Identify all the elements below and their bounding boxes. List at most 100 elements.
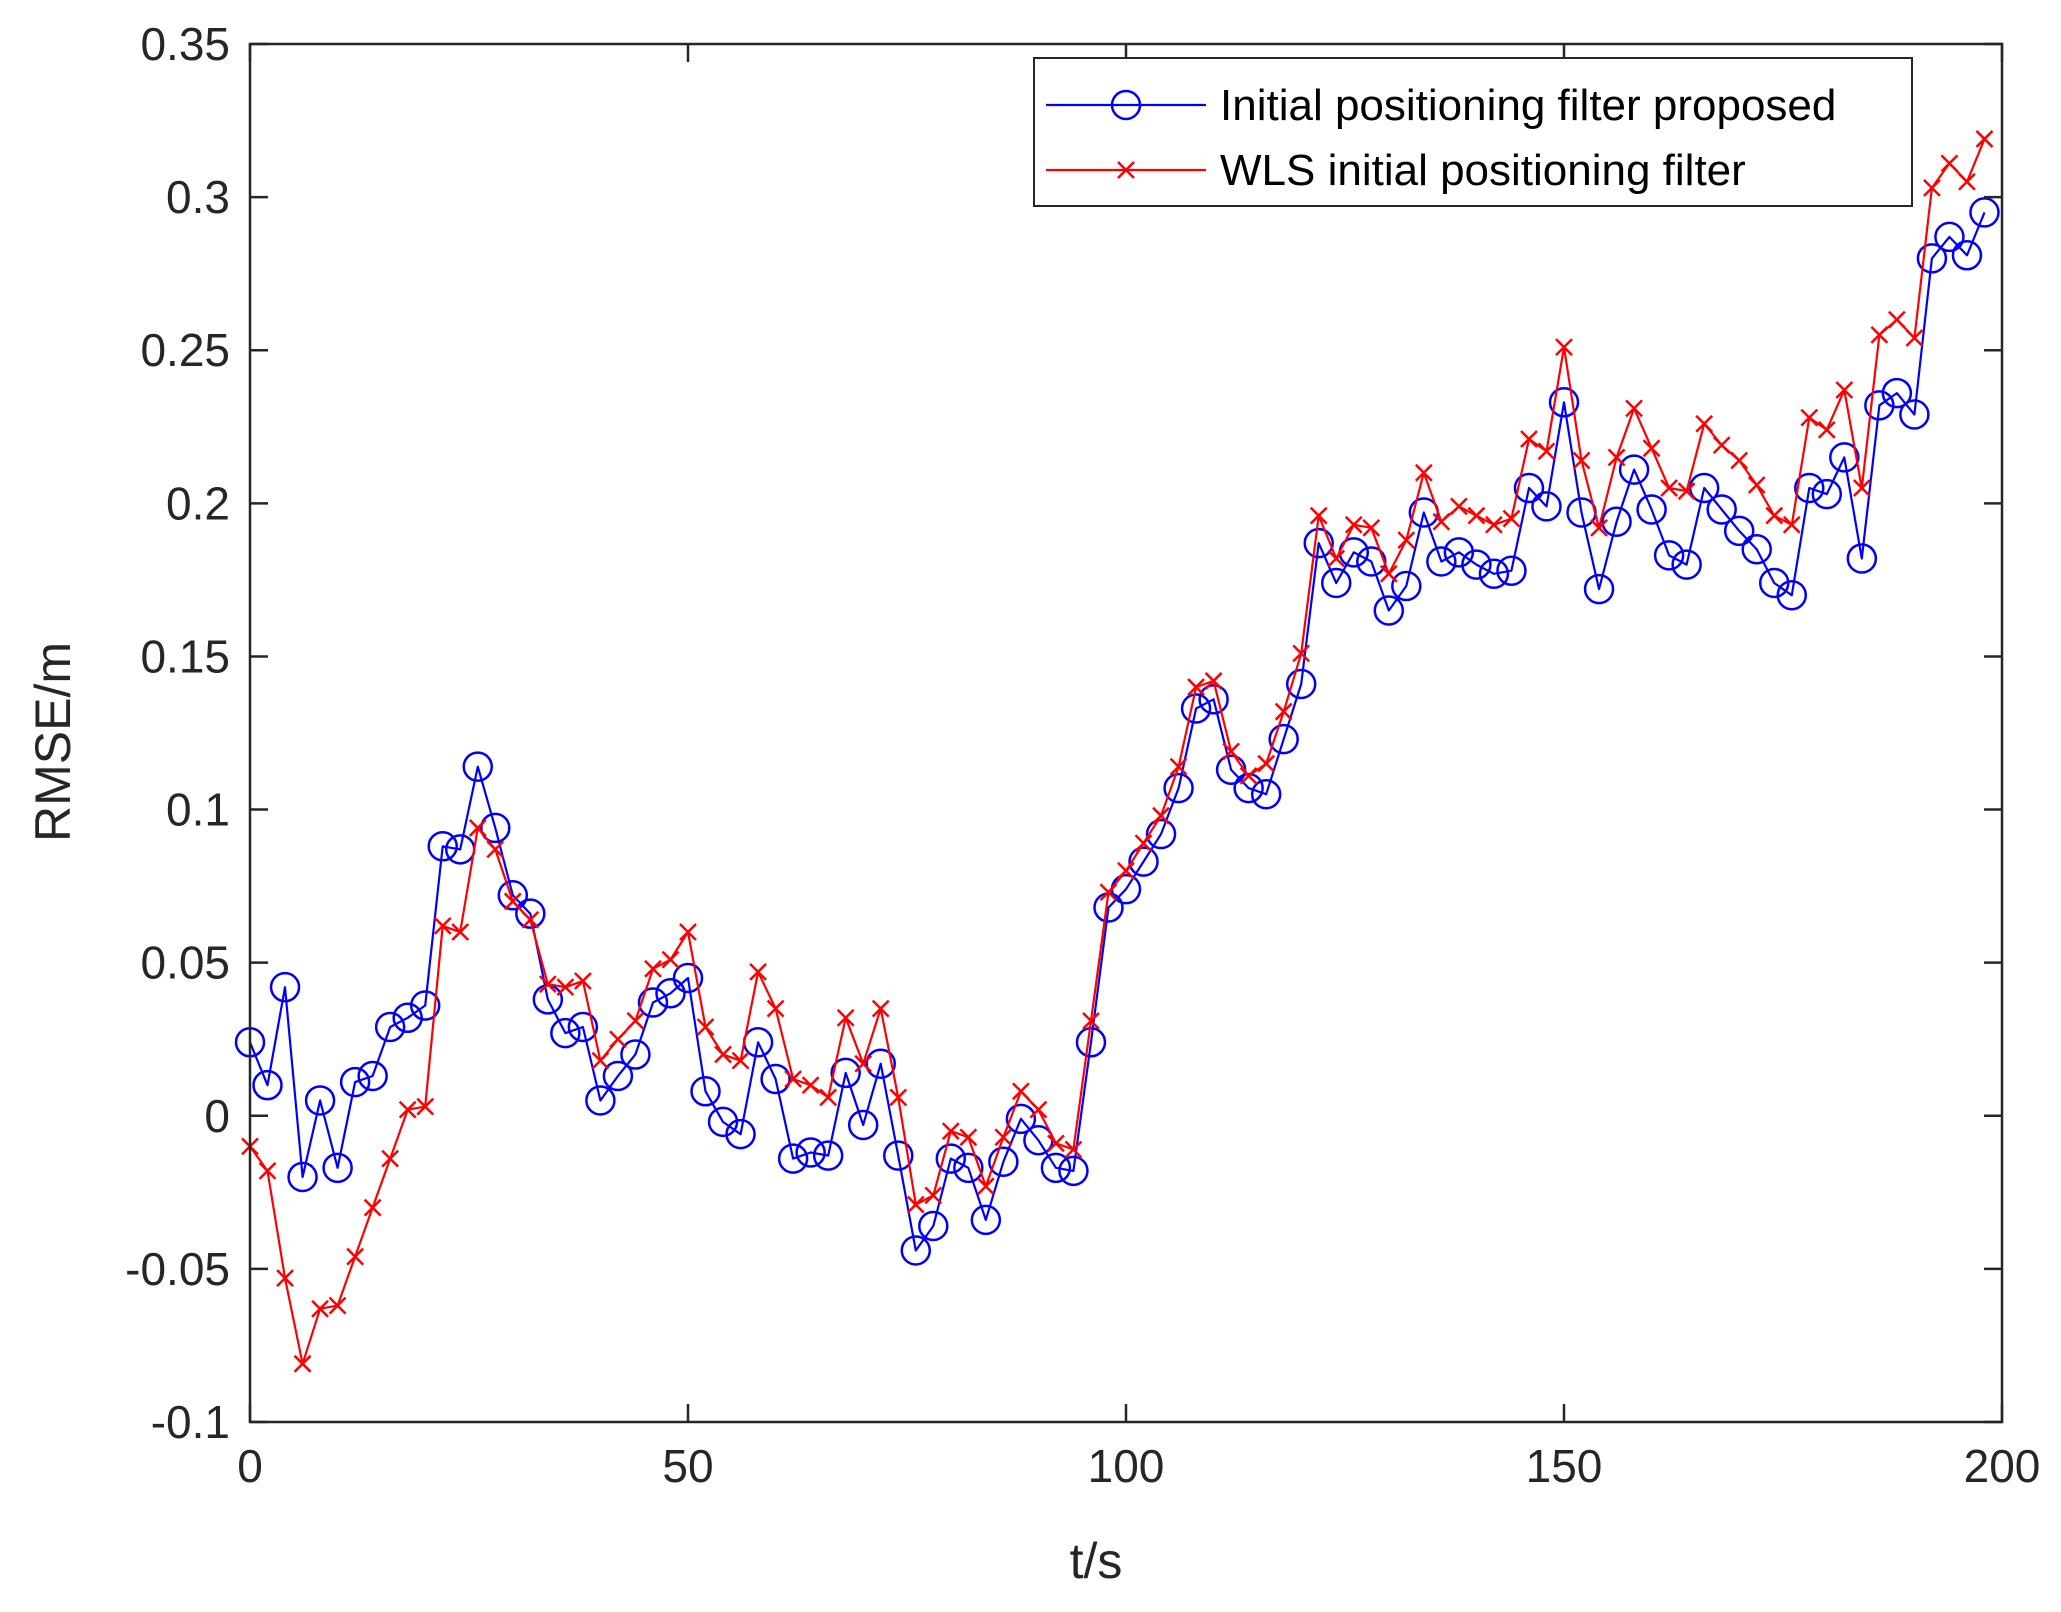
data-point-cross xyxy=(1747,476,1766,494)
data-point-circle xyxy=(304,1085,336,1116)
legend[interactable]: Initial positioning filter proposed WLS i… xyxy=(1033,57,1913,207)
data-point-cross xyxy=(749,962,767,981)
y-tick-label: 0 xyxy=(204,1090,230,1142)
data-point-circle xyxy=(1723,515,1755,547)
data-point-circle xyxy=(918,1210,949,1242)
data-point-circle xyxy=(935,1143,967,1174)
y-axis-title: RMSE/m xyxy=(25,642,81,842)
data-point-circle xyxy=(725,1118,756,1150)
data-point-circle xyxy=(252,1069,283,1101)
data-point-cross xyxy=(573,972,592,990)
legend-entries: Initial positioning filter proposed WLS i… xyxy=(1046,81,1836,195)
data-point-cross xyxy=(1222,742,1241,761)
axes-layer: 0 50 100 150 200 -0.1 -0.05 0 0.05 0.1 0.15 0.2 0.25… xyxy=(125,18,2040,1492)
legend-label: Initial positioning filter proposed xyxy=(1220,81,1836,130)
data-point-circle xyxy=(480,812,511,844)
data-point-cross xyxy=(416,1097,435,1116)
data-point-cross xyxy=(766,999,785,1018)
x-axis-title: t/s xyxy=(1070,1533,1123,1589)
data-point-cross xyxy=(1502,509,1521,528)
data-point-circle xyxy=(1005,1103,1037,1135)
data-point-circle xyxy=(672,962,704,994)
data-point-circle xyxy=(1969,197,2000,228)
data-point-cross xyxy=(924,1186,943,1205)
data-point-circle xyxy=(1250,778,1282,810)
data-point-cross xyxy=(1485,515,1503,534)
data-point-cross xyxy=(1520,430,1538,448)
data-point-cross xyxy=(626,1011,645,1030)
data-point-cross xyxy=(1852,479,1871,497)
legend-entry-1[interactable]: Initial positioning filter proposed xyxy=(1046,81,1836,130)
data-point-cross xyxy=(731,1051,750,1070)
x-tick-label: 200 xyxy=(1964,1440,2041,1492)
data-point-cross xyxy=(1134,834,1153,853)
legend-box xyxy=(1033,57,1913,207)
x-tick-label: 150 xyxy=(1526,1440,1603,1492)
data-point-circle xyxy=(847,1109,879,1141)
data-point-circle xyxy=(427,831,458,862)
data-point-circle xyxy=(585,1085,616,1116)
data-point-cross xyxy=(661,950,680,969)
data-point-cross xyxy=(311,1299,329,1318)
data-point-cross xyxy=(1958,172,1976,191)
data-point-cross xyxy=(1169,757,1188,776)
data-point-circle xyxy=(637,987,669,1018)
data-point-circle xyxy=(882,1140,914,1171)
data-point-cross xyxy=(1712,436,1731,455)
data-point-cross xyxy=(1940,154,1959,173)
data-point-circle xyxy=(1285,668,1317,700)
data-point-cross xyxy=(521,910,540,929)
data-point-cross xyxy=(941,1122,960,1140)
data-point-circle xyxy=(830,1057,861,1089)
data-point-cross xyxy=(1923,179,1941,197)
data-point-circle xyxy=(1320,567,1352,599)
data-point-cross xyxy=(836,1008,855,1027)
data-point-circle xyxy=(1058,1155,1089,1187)
data-point-circle xyxy=(1145,818,1177,850)
data-point-circle xyxy=(1601,506,1632,537)
data-point-circle xyxy=(1618,454,1650,485)
data-point-cross xyxy=(433,917,452,935)
data-point-cross xyxy=(328,1296,347,1315)
data-point-circle xyxy=(1864,390,1895,421)
data-point-circle xyxy=(1706,494,1737,525)
data-point-cross xyxy=(1239,766,1258,785)
data-point-circle xyxy=(1794,472,1825,504)
series-2 xyxy=(241,130,1994,1373)
data-point-cross xyxy=(714,1045,732,1064)
data-point-circle xyxy=(1373,595,1405,626)
data-point-cross xyxy=(889,1088,908,1107)
data-point-cross xyxy=(1414,463,1433,482)
data-point-circle xyxy=(1531,491,1562,522)
data-point-cross xyxy=(959,1128,978,1147)
plot-background xyxy=(250,44,2002,1422)
data-point-circle xyxy=(1548,387,1580,418)
data-point-cross xyxy=(871,999,890,1018)
data-point-circle xyxy=(1811,478,1843,510)
data-point-cross xyxy=(1467,506,1486,525)
data-point-cross xyxy=(1011,1082,1030,1101)
data-point-circle xyxy=(655,978,686,1009)
data-point-cross xyxy=(1975,130,1994,148)
legend-label: WLS initial positioning filter xyxy=(1220,146,1746,195)
data-point-circle xyxy=(392,1002,423,1034)
y-tick-label: 0.2 xyxy=(166,477,230,529)
data-point-circle xyxy=(1951,240,1983,271)
data-point-circle xyxy=(1583,573,1615,605)
data-point-cross xyxy=(644,959,662,978)
data-point-cross xyxy=(486,840,505,859)
data-point-cross xyxy=(1204,672,1223,690)
data-point-cross xyxy=(1537,442,1556,461)
data-point-circle xyxy=(865,1048,896,1079)
data-point-circle xyxy=(1636,494,1667,525)
data-point-cross xyxy=(1660,479,1679,497)
data-point-cross xyxy=(451,923,470,941)
y-tick-label: 0.05 xyxy=(140,937,230,989)
legend-entry-2[interactable]: WLS initial positioning filter xyxy=(1046,146,1746,195)
data-point-circle xyxy=(1391,570,1422,602)
data-point-circle xyxy=(1163,772,1194,804)
data-point-circle xyxy=(1881,377,1913,409)
data-point-circle xyxy=(953,1152,984,1184)
data-point-cross xyxy=(906,1195,925,1214)
